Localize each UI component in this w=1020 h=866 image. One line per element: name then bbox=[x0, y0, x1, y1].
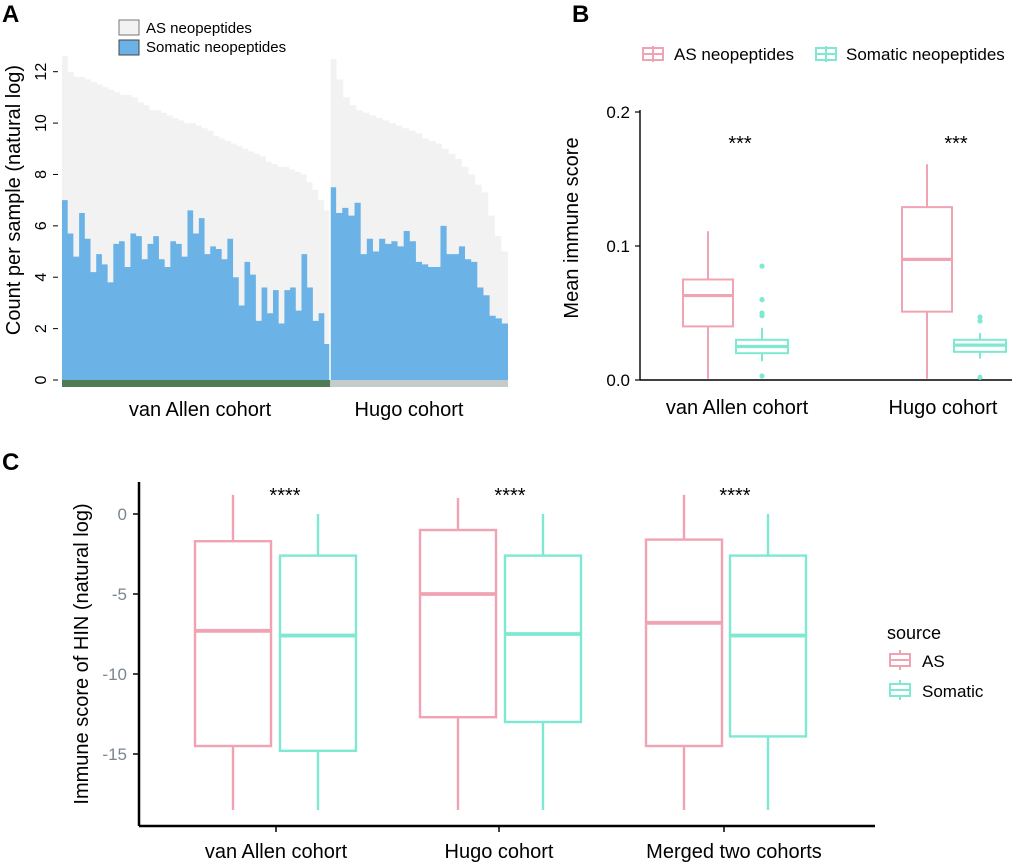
outlier-point bbox=[977, 374, 983, 380]
panel-a-x-label-vanallen: van Allen cohort bbox=[129, 399, 272, 421]
outlier-point bbox=[759, 373, 765, 379]
box-as-1 bbox=[418, 498, 498, 810]
box-iqr bbox=[728, 554, 808, 738]
y-tick-label: -10 bbox=[102, 665, 127, 684]
y-tick-label: 0 bbox=[33, 375, 50, 384]
outlier-point bbox=[977, 314, 983, 320]
panel-c-label: C bbox=[2, 449, 19, 476]
legend-title-source: source bbox=[887, 623, 941, 643]
box-as-0 bbox=[193, 494, 273, 810]
box-somatic-0 bbox=[735, 263, 789, 379]
y-tick-label: -5 bbox=[112, 585, 127, 604]
box-iqr bbox=[503, 554, 583, 724]
outlier-point bbox=[759, 263, 765, 269]
panel-a-legend: AS neopeptides Somatic neopeptides bbox=[118, 19, 286, 56]
legend-label-somatic: Somatic bbox=[922, 682, 984, 701]
legend-label-as-neopeptides: AS neopeptides bbox=[674, 45, 794, 64]
box-somatic-2 bbox=[728, 514, 808, 810]
box-iqr bbox=[682, 278, 734, 328]
box-as-2 bbox=[644, 494, 724, 810]
legend-label-somatic-neopeptides: Somatic neopeptides bbox=[846, 45, 1005, 64]
legend-key-as bbox=[889, 650, 911, 670]
legend-key-somatic bbox=[815, 46, 837, 62]
legend-swatch-somatic bbox=[118, 39, 140, 56]
panel-a-y-axis-label: Count per sample (natural log) bbox=[3, 65, 25, 335]
legend-key-somatic bbox=[889, 680, 911, 700]
panel-c-x-label-vanallen: van Allen cohort bbox=[205, 841, 348, 863]
legend-label-as: AS neopeptides bbox=[146, 20, 252, 37]
panel-b-legend: AS neopeptides Somatic neopeptides bbox=[642, 45, 1005, 64]
y-tick-label: 4 bbox=[33, 273, 50, 282]
panel-b-x-label-vanallen: van Allen cohort bbox=[666, 397, 809, 419]
panel-a-cohort-strips bbox=[62, 380, 508, 387]
outlier-point bbox=[977, 318, 983, 324]
panel-b-y-axis-label: Mean immune score bbox=[561, 137, 583, 318]
legend-key-as bbox=[642, 46, 664, 62]
panel-b-label: B bbox=[572, 1, 589, 28]
panel-c-significance-hugo: **** bbox=[494, 485, 525, 507]
box-somatic-1 bbox=[953, 314, 1007, 380]
y-tick-label: 0 bbox=[118, 505, 127, 524]
panel-c-boxes bbox=[193, 494, 808, 810]
cohort-strip-hugo bbox=[330, 380, 508, 387]
box-iqr bbox=[644, 538, 724, 748]
panel-a-bars bbox=[62, 46, 508, 380]
box-somatic-0 bbox=[278, 514, 358, 810]
panel-a-y-ticks: 0 2 4 6 8 10 12 bbox=[33, 63, 58, 384]
outlier-point bbox=[759, 297, 765, 303]
panel-c-axes: 0 -5 -10 -15 bbox=[102, 482, 875, 832]
panel-c-y-axis-label: Immune score of HIN (natural log) bbox=[71, 503, 93, 804]
panel-a-x-label-hugo: Hugo cohort bbox=[355, 399, 464, 421]
y-tick-label: 10 bbox=[33, 114, 50, 132]
y-tick-label: 12 bbox=[33, 63, 50, 81]
box-iqr bbox=[418, 528, 498, 719]
panel-c-legend: source AS Somatic bbox=[887, 623, 984, 701]
box-as-0 bbox=[682, 231, 734, 379]
panel-b-x-label-hugo: Hugo cohort bbox=[889, 397, 998, 419]
panel-c-x-label-hugo: Hugo cohort bbox=[445, 841, 554, 863]
panel-b-boxes bbox=[682, 164, 1007, 380]
bars-somatic-hugo bbox=[330, 187, 508, 380]
y-tick-label: 8 bbox=[33, 170, 50, 179]
panel-a: A 0 2 4 6 8 10 12 Count per sample (natural lo… bbox=[2, 1, 508, 421]
legend-label-somatic: Somatic neopeptides bbox=[146, 39, 286, 56]
panel-b-significance-hugo: *** bbox=[944, 133, 968, 155]
panel-b-significance-vanallen: *** bbox=[728, 133, 752, 155]
outlier-point bbox=[759, 313, 765, 319]
panel-a-label: A bbox=[2, 1, 19, 28]
panel-c-significance-merged: **** bbox=[719, 485, 750, 507]
y-tick-label: 0.1 bbox=[606, 237, 630, 256]
box-as-1 bbox=[901, 164, 953, 379]
box-somatic-1 bbox=[503, 514, 583, 810]
bars-somatic-vanallen bbox=[62, 200, 330, 380]
y-tick-label: 0.2 bbox=[606, 103, 630, 122]
panel-b: B AS neopeptides Somatic neopeptides 0.0… bbox=[561, 1, 1012, 419]
y-tick-label: 6 bbox=[33, 221, 50, 230]
legend-swatch-as bbox=[118, 19, 140, 36]
box-iqr bbox=[278, 554, 358, 752]
y-tick-label: 2 bbox=[33, 324, 50, 333]
panel-c-x-label-merged: Merged two cohorts bbox=[646, 841, 822, 863]
box-iqr bbox=[193, 540, 273, 748]
y-tick-label: -15 bbox=[102, 745, 127, 764]
panel-b-axes: 0.0 0.1 0.2 bbox=[606, 103, 1012, 390]
panel-c-significance-vanallen: **** bbox=[269, 485, 300, 507]
legend-label-as: AS bbox=[922, 652, 945, 671]
cohort-strip-vanallen bbox=[62, 380, 330, 387]
panel-c: C 0 -5 -10 -15 Immune score of HIN (natural… bbox=[2, 449, 984, 863]
y-tick-label: 0.0 bbox=[606, 371, 630, 390]
